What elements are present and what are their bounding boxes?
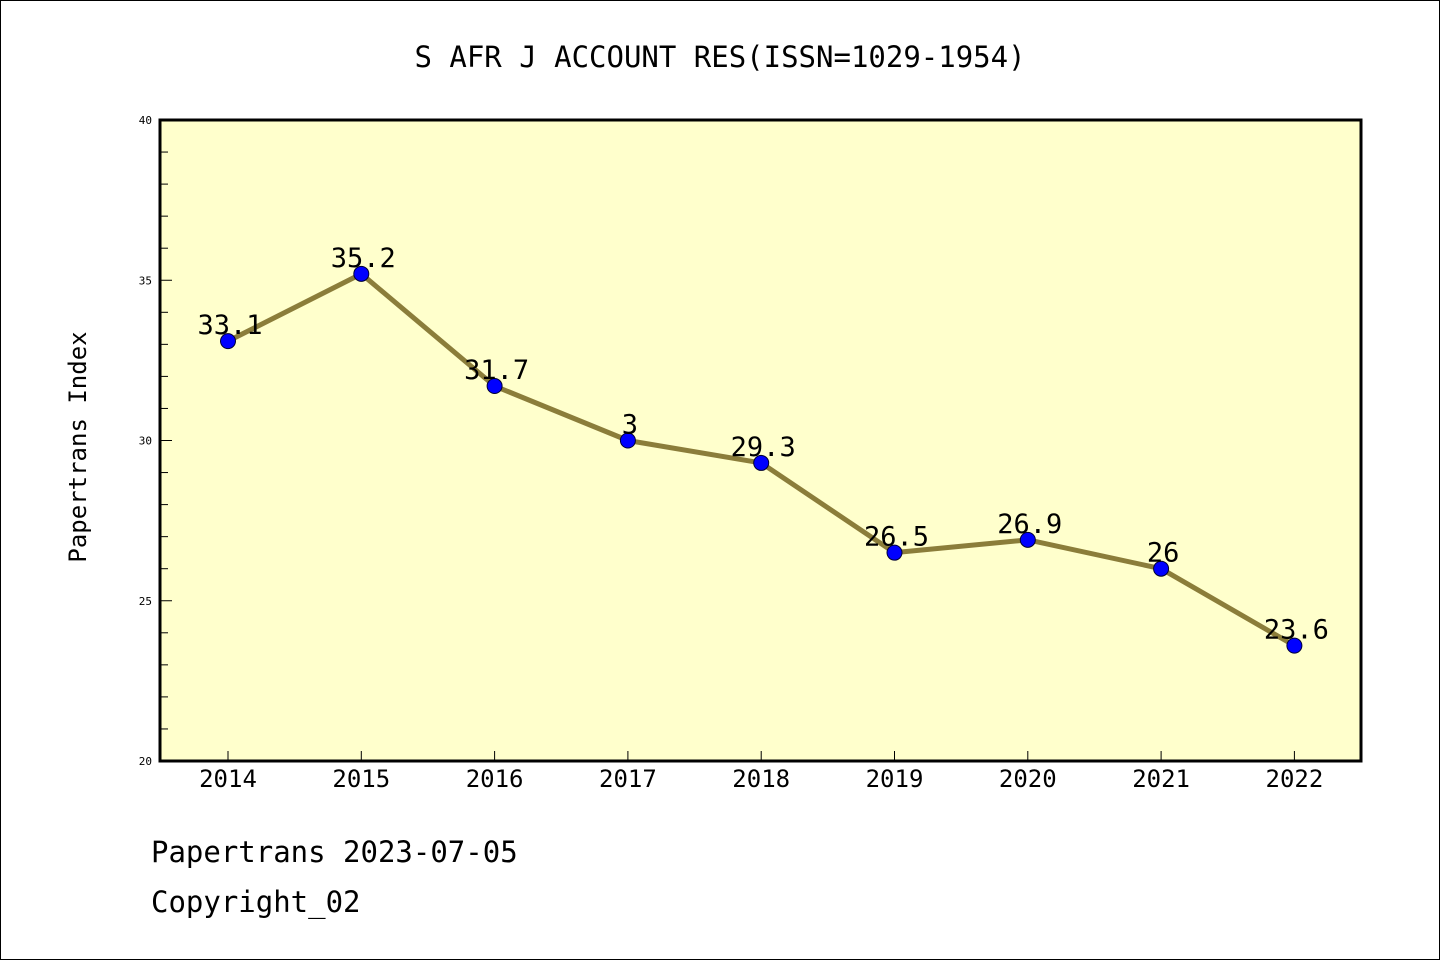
x-axis: 2014 2015 2016 2017 2018 2019 2020 2021 2022 <box>199 751 1323 793</box>
x-tick-label: 2018 <box>732 765 790 793</box>
y-tick-label: 40 <box>139 114 152 127</box>
footer-date-line: Papertrans 2023-07-05 <box>151 835 518 869</box>
data-label: 29.3 <box>731 432 796 463</box>
x-tick-label: 2021 <box>1132 765 1190 793</box>
data-label: 3 <box>622 410 638 441</box>
y-axis: 20 25 30 35 40 <box>139 114 172 768</box>
data-point <box>886 544 903 561</box>
data-label: 26 <box>1147 538 1180 569</box>
data-label: 23.6 <box>1264 615 1329 646</box>
data-label: 31.7 <box>464 355 529 386</box>
x-tick-label: 2022 <box>1266 765 1324 793</box>
data-point <box>220 333 236 350</box>
data-label: 26.9 <box>997 509 1062 540</box>
y-tick-label: 35 <box>139 274 152 287</box>
data-point <box>1019 531 1036 548</box>
chart-title: S AFR J ACCOUNT RES(ISSN=1029-1954) <box>414 40 1025 74</box>
data-point <box>1153 560 1170 577</box>
x-tick-label: 2016 <box>466 765 524 793</box>
y-tick-label: 25 <box>139 595 152 608</box>
y-tick-label: 30 <box>139 435 152 448</box>
data-point <box>1286 637 1303 654</box>
y-axis-label: Papertrans Index <box>64 331 92 562</box>
x-tick-label: 2015 <box>332 765 390 793</box>
data-label: 33.1 <box>197 310 262 341</box>
data-label: 26.5 <box>864 522 929 553</box>
data-point <box>753 454 770 471</box>
x-tick-label: 2017 <box>599 765 657 793</box>
plot-area <box>158 118 1363 763</box>
x-tick-label: 2014 <box>199 765 257 793</box>
x-tick-label: 2019 <box>866 765 924 793</box>
data-label: 35.2 <box>331 243 396 274</box>
data-point <box>353 265 370 282</box>
data-labels: 33.1 35.2 31.7 3 29.3 26.5 26.9 26 23.6 <box>197 243 1328 646</box>
footer-copyright-line: Copyright_02 <box>151 885 361 919</box>
data-point <box>619 432 636 449</box>
data-point <box>486 378 503 395</box>
y-tick-label: 20 <box>139 755 152 768</box>
x-tick-label: 2020 <box>999 765 1057 793</box>
data-points <box>220 265 1303 654</box>
